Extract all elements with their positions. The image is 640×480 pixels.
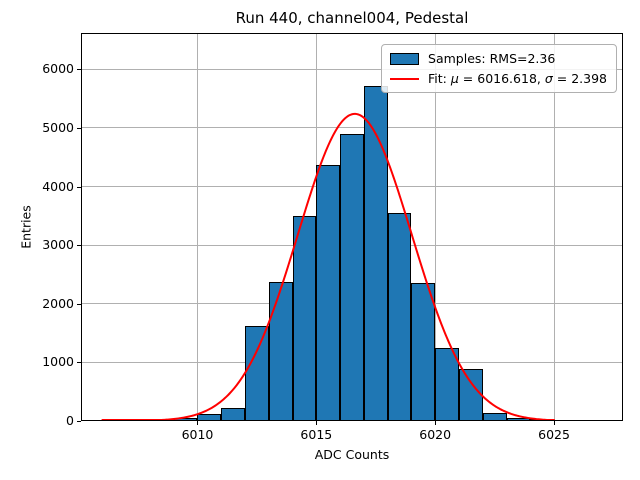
gridline	[81, 127, 623, 129]
y-tick-mark	[77, 362, 81, 364]
x-axis-label: ADC Counts	[314, 447, 390, 462]
legend-entry-samples: Samples: RMS=2.36	[390, 51, 607, 66]
y-tick-mark	[77, 127, 81, 129]
gridline	[553, 33, 555, 421]
y-tick-label: 6000	[42, 61, 74, 77]
y-tick-label: 4000	[42, 178, 74, 194]
fit-label-mu: μ	[450, 71, 459, 86]
legend: Samples: RMS=2.36 Fit: μ = 6016.618, σ =…	[381, 44, 617, 93]
y-tick-label: 2000	[42, 295, 74, 311]
y-tick-mark	[77, 245, 81, 247]
fit-line-icon	[390, 77, 420, 80]
x-tick-label: 6010	[181, 427, 214, 442]
y-tick-label: 5000	[42, 119, 74, 135]
x-tick-mark	[554, 421, 556, 425]
legend-fit-label: Fit: μ = 6016.618, σ = 2.398	[428, 71, 607, 86]
plot-area	[81, 33, 623, 421]
x-tick-mark	[316, 421, 318, 425]
fit-label-prefix: Fit:	[428, 71, 451, 86]
legend-entry-fit: Fit: μ = 6016.618, σ = 2.398	[390, 71, 607, 86]
samples-swatch-icon	[390, 52, 420, 65]
gridline	[434, 33, 436, 421]
y-tick-label: 3000	[42, 237, 74, 253]
y-tick-mark	[77, 303, 81, 305]
y-tick-label: 1000	[42, 354, 74, 370]
y-tick-mark	[77, 69, 81, 71]
fit-label-sigma-value: = 2.398	[552, 71, 607, 86]
gridline	[196, 33, 198, 421]
x-tick-mark	[435, 421, 437, 425]
y-tick-label: 0	[66, 413, 74, 428]
chart-title: Run 440, channel004, Pedestal	[235, 9, 469, 27]
x-tick-label: 6020	[419, 427, 452, 442]
gridline	[81, 68, 623, 70]
fit-curve	[101, 112, 556, 421]
y-tick-mark	[77, 421, 81, 422]
y-axis-label: Entries	[18, 205, 34, 249]
fit-label-mu-value: = 6016.618,	[458, 71, 545, 86]
x-tick-label: 6025	[538, 427, 570, 442]
x-tick-mark	[197, 421, 199, 425]
legend-samples-label: Samples: RMS=2.36	[428, 51, 556, 66]
fit-label-sigma: σ	[544, 71, 553, 86]
x-tick-label: 6015	[300, 427, 333, 442]
y-tick-mark	[77, 186, 81, 188]
